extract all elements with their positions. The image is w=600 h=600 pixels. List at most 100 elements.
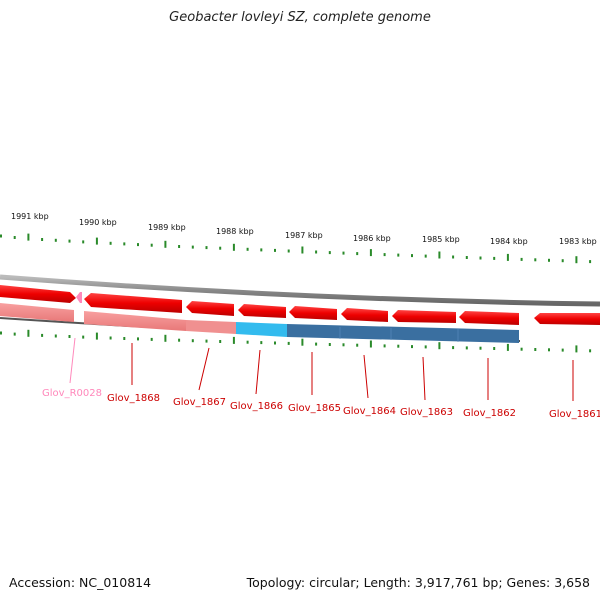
minor-tick (520, 347, 523, 351)
minor-tick (219, 246, 222, 250)
minor-tick (274, 248, 276, 252)
gene-label[interactable]: Glov_R0028 (42, 388, 102, 399)
minor-tick (452, 255, 455, 259)
minor-tick (383, 253, 386, 257)
minor-tick (246, 340, 249, 344)
gene-labels: Glov_R0028 Glov_1868 Glov_1867 Glov_1866… (42, 388, 600, 420)
minor-tick (205, 246, 208, 250)
major-tick (95, 332, 98, 340)
kbp-label: 1986 kbp (353, 234, 391, 243)
gene-arrow[interactable] (392, 310, 456, 323)
minor-tick (424, 345, 427, 349)
minor-tick (452, 346, 455, 350)
major-tick (575, 345, 578, 353)
gene-label[interactable]: Glov_1866 (230, 401, 283, 412)
map-title: Geobacter lovleyi SZ, complete genome (169, 10, 431, 25)
minor-tick (561, 259, 564, 263)
kbp-label: 1988 kbp (216, 227, 254, 236)
minor-tick (315, 342, 318, 346)
minor-tick (561, 348, 564, 352)
minor-tick (82, 240, 85, 244)
kbp-label: 1991 kbp (11, 212, 49, 221)
lower-tick-row (0, 329, 592, 353)
minor-tick (397, 344, 400, 348)
minor-tick (287, 249, 290, 253)
gene-arrow[interactable] (84, 293, 182, 313)
minor-tick (150, 337, 153, 341)
minor-tick (137, 243, 139, 247)
gene-label[interactable]: Glov_1867 (173, 397, 226, 408)
label-connectors (69, 337, 574, 401)
minor-tick (342, 251, 345, 255)
major-tick (164, 240, 167, 248)
minor-tick (191, 245, 194, 249)
minor-tick (0, 331, 2, 335)
minor-tick (328, 343, 331, 346)
minor-tick (356, 252, 359, 256)
gene-arrow[interactable] (459, 311, 519, 325)
minor-tick (205, 339, 208, 343)
gene-label[interactable]: Glov_1862 (463, 408, 516, 419)
minor-tick (534, 348, 537, 351)
major-tick (369, 340, 372, 348)
kbp-labels: 1991 kbp 1990 kbp 1989 kbp 1988 kbp 1987… (11, 212, 597, 246)
kbp-label: 1984 kbp (490, 237, 528, 246)
gene-label[interactable]: Glov_1863 (400, 407, 453, 418)
minor-tick (534, 258, 537, 262)
backbone-outer (0, 274, 600, 307)
minor-tick (479, 346, 482, 350)
gene-label[interactable]: Glov_1864 (343, 406, 396, 417)
minor-tick (589, 260, 592, 264)
minor-tick (383, 344, 386, 348)
gene-label[interactable]: Glov_1865 (288, 403, 341, 414)
major-tick (301, 338, 304, 346)
minor-tick (54, 334, 57, 338)
minor-tick (54, 238, 57, 242)
minor-tick (411, 254, 413, 258)
minor-tick (465, 256, 468, 259)
kbp-label: 1985 kbp (422, 235, 460, 244)
minor-tick (260, 341, 263, 345)
minor-tick (123, 337, 126, 340)
major-tick (575, 256, 578, 264)
major-tick (27, 233, 30, 241)
minor-tick (13, 236, 16, 239)
minor-tick (342, 343, 345, 347)
minor-tick (424, 254, 427, 258)
kbp-label: 1987 kbp (285, 231, 323, 240)
minor-tick (0, 234, 2, 238)
major-tick (232, 336, 235, 344)
major-tick (369, 249, 372, 257)
minor-tick (287, 341, 290, 345)
minor-tick (493, 347, 496, 350)
rna-marker[interactable] (76, 292, 82, 303)
kbp-label: 1989 kbp (148, 223, 186, 232)
major-tick (27, 329, 30, 337)
inner-band-track (0, 303, 519, 343)
gene-arrow[interactable] (0, 285, 76, 303)
major-tick (438, 342, 441, 350)
minor-tick (315, 250, 318, 254)
gene-arrow[interactable] (341, 308, 388, 322)
major-tick (301, 246, 304, 254)
minor-tick (411, 345, 413, 349)
gene-arrow[interactable] (289, 306, 337, 320)
genome-summary-text: Topology: circular; Length: 3,917,761 bp… (246, 575, 590, 590)
minor-tick (109, 336, 112, 340)
minor-tick (328, 251, 331, 255)
gene-arrow[interactable] (534, 313, 600, 325)
minor-tick (150, 243, 153, 247)
gene-label[interactable]: Glov_1868 (107, 393, 160, 404)
gene-arrow[interactable] (186, 301, 234, 316)
cds-track (0, 285, 600, 325)
gene-label[interactable]: Glov_1861 (549, 409, 600, 420)
minor-tick (137, 337, 139, 341)
minor-tick (178, 338, 181, 342)
minor-tick (479, 256, 482, 260)
accession-text: Accession: NC_010814 (9, 575, 152, 590)
minor-tick (178, 245, 181, 248)
minor-tick (246, 247, 249, 251)
minor-tick (493, 256, 496, 260)
gene-arrow[interactable] (238, 304, 286, 318)
